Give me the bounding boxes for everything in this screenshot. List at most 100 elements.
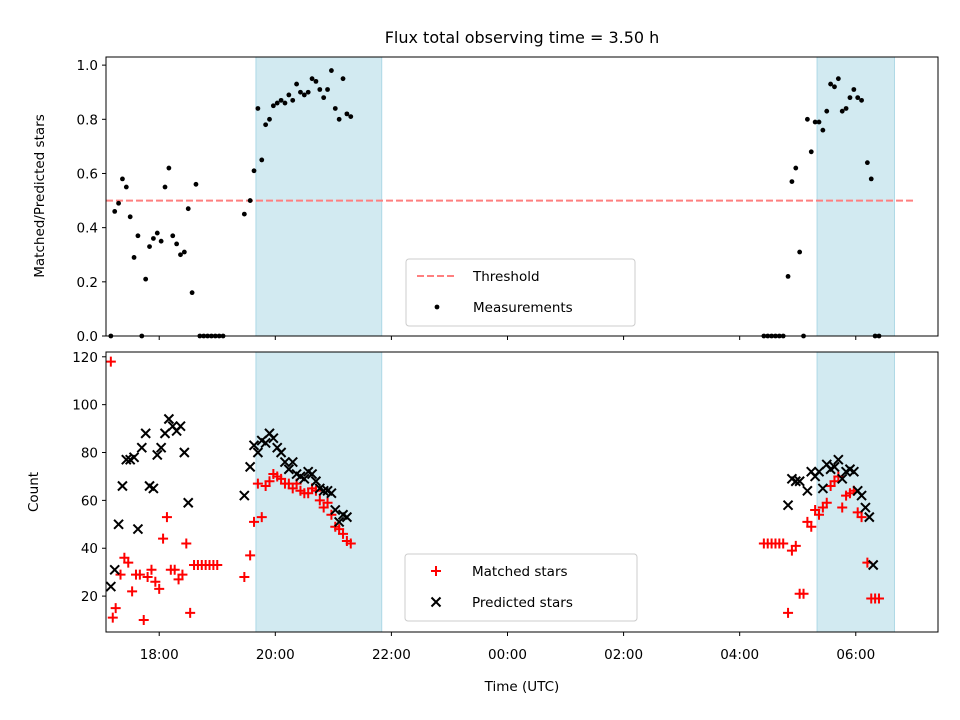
data-point <box>252 478 263 489</box>
legend-measurements-swatch <box>434 304 440 310</box>
data-point <box>290 97 296 103</box>
axes-frame <box>105 56 939 337</box>
data-point <box>859 97 864 103</box>
data-point <box>332 106 338 111</box>
data-point <box>169 564 180 575</box>
data-point <box>848 466 860 477</box>
data-point <box>110 603 121 614</box>
data-point <box>179 447 190 458</box>
data-point <box>148 483 159 494</box>
x-tick-label: 18:00 <box>140 647 179 663</box>
data-point <box>839 108 845 114</box>
data-point <box>193 181 199 187</box>
data-point <box>820 127 826 133</box>
data-point <box>790 476 801 487</box>
data-point <box>348 114 354 119</box>
chart-title: Flux total observing time = 3.50 h <box>385 28 660 47</box>
legend-label: Matched stars <box>472 564 568 580</box>
data-point <box>310 476 322 487</box>
data-point <box>314 495 325 506</box>
data-point <box>212 559 223 570</box>
bottom-panel: 20 40 60 80 100 120 18:00 20:00 22:00 00:00 02:00 0… <box>72 350 939 663</box>
y-tick-label: 120 <box>72 350 98 366</box>
legend-box <box>405 258 636 327</box>
data-point <box>185 206 191 212</box>
data-point <box>868 176 874 182</box>
bottom-y-axis-label: Count <box>26 472 42 512</box>
data-point <box>783 607 794 618</box>
y-tick-label: 0.0 <box>77 329 98 345</box>
data-point <box>802 485 813 497</box>
data-point <box>828 81 834 87</box>
data-point <box>798 588 809 599</box>
y-tick-label: 0.4 <box>77 221 98 237</box>
data-point <box>305 89 311 95</box>
data-point <box>829 461 840 473</box>
data-point <box>282 100 288 106</box>
data-point <box>821 497 832 508</box>
data-point <box>255 106 261 111</box>
data-point <box>832 84 837 90</box>
data-point <box>843 106 849 111</box>
data-point <box>181 249 187 255</box>
data-point <box>864 511 875 523</box>
data-point <box>299 473 310 485</box>
data-point <box>873 593 884 604</box>
x-tick-label: 06:00 <box>836 647 875 663</box>
data-point <box>117 480 128 492</box>
data-point <box>816 119 822 125</box>
x-tick-label: 02:00 <box>604 647 643 663</box>
data-point <box>140 428 151 439</box>
data-point <box>263 122 269 128</box>
x-axis-label: Time (UTC) <box>484 679 560 695</box>
y-tick-label: 100 <box>72 398 98 414</box>
data-point <box>142 571 153 582</box>
data-point <box>867 559 879 571</box>
data-point <box>247 198 253 203</box>
data-point <box>239 571 250 582</box>
data-point <box>287 456 298 468</box>
data-point <box>851 87 857 92</box>
data-point <box>158 533 169 544</box>
legend-matched-swatch <box>431 566 441 576</box>
data-point <box>856 490 867 501</box>
data-point <box>158 238 164 244</box>
x-tick-label: 22:00 <box>372 647 411 663</box>
data-point <box>127 214 133 220</box>
data-point <box>252 447 264 458</box>
data-point <box>808 149 814 155</box>
data-point <box>340 76 346 82</box>
data-point <box>824 108 830 114</box>
data-point <box>112 208 118 214</box>
data-point <box>855 95 861 101</box>
x-tick-label: 04:00 <box>720 647 759 663</box>
shaded-span-1 <box>255 351 383 633</box>
data-point <box>151 236 156 241</box>
data-point <box>270 103 276 109</box>
data-point <box>329 68 334 73</box>
shaded-span-1 <box>255 56 383 337</box>
legend-label: Predicted stars <box>472 595 573 611</box>
data-point <box>150 576 161 587</box>
data-point <box>244 461 256 473</box>
data-point <box>325 87 330 92</box>
data-point <box>833 454 844 465</box>
data-point <box>163 413 175 425</box>
series-matched-stars <box>105 356 884 626</box>
data-point <box>183 497 194 508</box>
data-point <box>812 119 818 125</box>
y-tick-label: 60 <box>81 493 98 509</box>
data-point <box>132 523 144 535</box>
y-tick-label: 0.8 <box>77 112 98 128</box>
data-point <box>128 452 140 463</box>
data-point <box>283 464 295 475</box>
data-point <box>105 356 116 367</box>
data-point <box>136 442 148 453</box>
data-point <box>330 504 341 516</box>
data-point <box>107 612 118 623</box>
data-point <box>147 244 152 250</box>
data-point <box>105 581 117 592</box>
data-point <box>856 512 867 523</box>
legend-box <box>404 553 638 622</box>
